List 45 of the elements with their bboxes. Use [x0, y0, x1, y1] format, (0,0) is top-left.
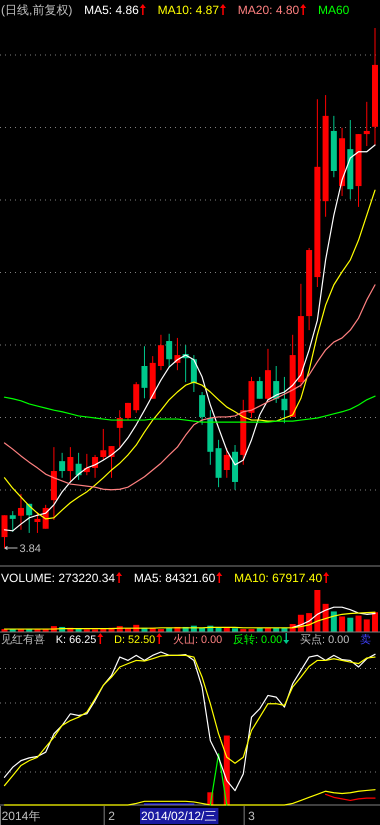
bar [364, 619, 370, 632]
candlestick [125, 402, 131, 421]
candlestick [18, 493, 24, 530]
candlestick [34, 512, 40, 534]
candlestick [199, 392, 206, 426]
text: MA10: 4.87 [158, 3, 220, 17]
candlestick [116, 410, 123, 448]
bar [314, 590, 320, 632]
annotation: 3.84 [20, 543, 41, 555]
text: 反转: 0.00 [233, 633, 282, 646]
x-tick-label: 2 [108, 809, 116, 823]
text: MA5: 84321.60 [134, 571, 216, 585]
candlestick [10, 510, 16, 532]
bar [356, 616, 362, 632]
text: 卖 [360, 633, 372, 646]
bar [339, 616, 346, 632]
candlestick [67, 446, 74, 482]
series-label: D: 52.50 [114, 634, 156, 646]
text: 火山: 0.00 [173, 633, 222, 646]
bar [330, 611, 337, 632]
candlestick [364, 101, 370, 147]
bar [232, 628, 238, 632]
candlestick [141, 346, 148, 399]
candlestick [256, 376, 263, 400]
x-tick-label: 3 [248, 809, 256, 823]
candlestick [59, 452, 66, 478]
chart-title: (日线,前复权) [1, 3, 72, 17]
candlestick [2, 514, 8, 548]
chart-title: 见红有喜 [1, 633, 45, 646]
legend-label: VOLUME: 273220.34 [1, 571, 116, 585]
text: K: 66.25 [56, 634, 96, 646]
text: 买点: 0.00 [300, 633, 350, 646]
text: MA60 [318, 3, 350, 17]
bar [347, 618, 354, 632]
text: MA20: 4.80 [238, 3, 300, 17]
candlestick [166, 333, 172, 368]
text: MA5: 4.86 [84, 3, 140, 17]
bar [372, 612, 378, 632]
x-tick-label: 2014年 [2, 809, 40, 823]
candlestick [224, 448, 230, 478]
text: MA10: 67917.40 [234, 571, 322, 585]
text: 2014/02/12/三 [141, 809, 216, 823]
candlestick [158, 334, 164, 371]
candlestick [100, 428, 106, 461]
candlestick [281, 376, 288, 424]
